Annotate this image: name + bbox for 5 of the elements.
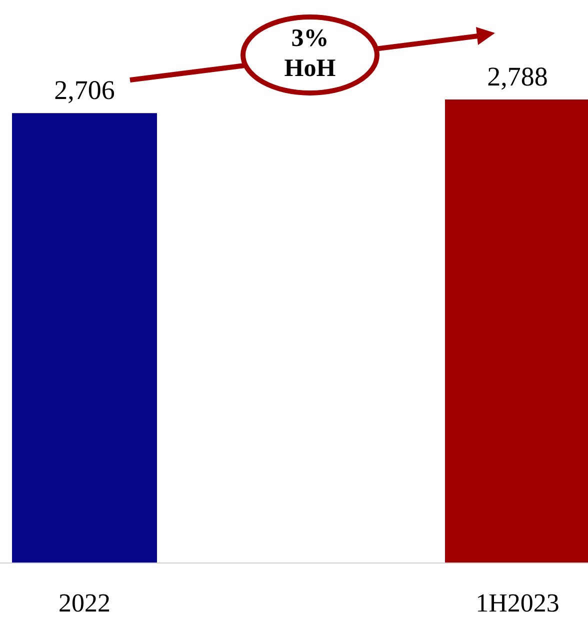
data-label: 2,706 — [54, 75, 115, 106]
text: 3% HoH — [284, 25, 336, 82]
x-tick-label: 2022 — [58, 588, 110, 618]
x-tick-label: 1H2023 — [476, 588, 560, 618]
data-label: 2,788 — [487, 62, 548, 92]
